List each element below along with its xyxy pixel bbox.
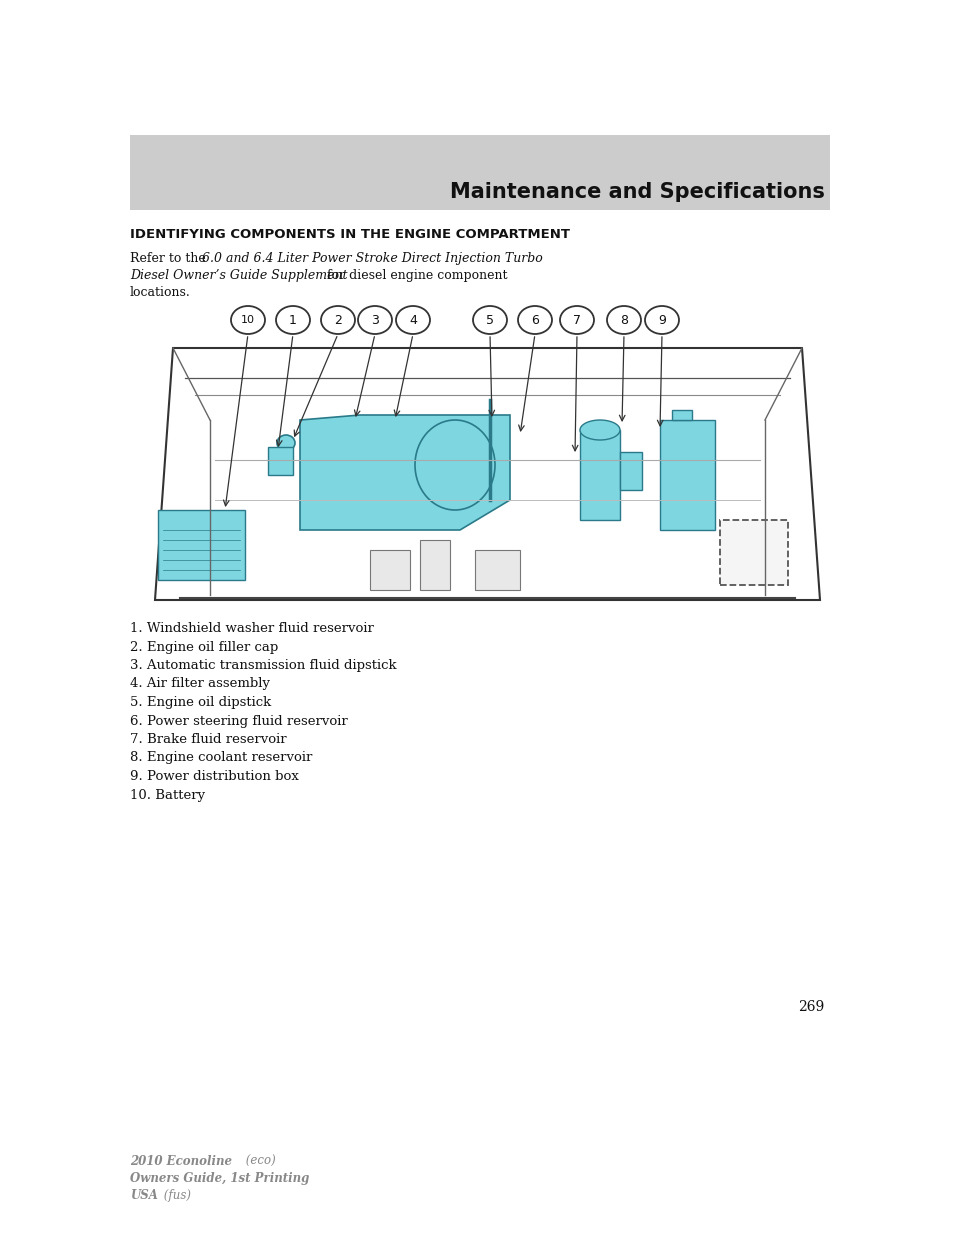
Text: 10. Battery: 10. Battery [130,788,205,802]
FancyBboxPatch shape [370,550,410,590]
Text: locations.: locations. [130,287,191,299]
Text: USA: USA [130,1189,157,1202]
Ellipse shape [559,306,594,333]
FancyBboxPatch shape [158,510,245,580]
FancyBboxPatch shape [419,540,450,590]
Text: 2: 2 [334,314,341,326]
Text: 7: 7 [573,314,580,326]
Ellipse shape [320,306,355,333]
FancyBboxPatch shape [659,420,714,530]
FancyBboxPatch shape [671,410,691,420]
Ellipse shape [517,306,552,333]
FancyBboxPatch shape [619,452,641,490]
Text: Refer to the: Refer to the [130,252,210,266]
Text: 3: 3 [371,314,378,326]
Text: 5. Engine oil dipstick: 5. Engine oil dipstick [130,697,271,709]
Text: 6.0 and 6.4 Liter Power Stroke Direct Injection Turbo: 6.0 and 6.4 Liter Power Stroke Direct In… [202,252,542,266]
Ellipse shape [644,306,679,333]
Ellipse shape [357,306,392,333]
Text: 2. Engine oil filler cap: 2. Engine oil filler cap [130,641,278,653]
Text: 5: 5 [485,314,494,326]
Text: Owners Guide, 1st Printing: Owners Guide, 1st Printing [130,1172,309,1186]
Ellipse shape [473,306,506,333]
Polygon shape [299,415,510,530]
FancyBboxPatch shape [579,430,619,520]
Text: Diesel Owner’s Guide Supplement: Diesel Owner’s Guide Supplement [130,269,347,282]
Text: 6. Power steering fluid reservoir: 6. Power steering fluid reservoir [130,715,348,727]
Ellipse shape [579,420,619,440]
FancyBboxPatch shape [268,447,293,475]
Text: 7. Brake fluid reservoir: 7. Brake fluid reservoir [130,734,286,746]
FancyBboxPatch shape [475,550,519,590]
Text: 6: 6 [531,314,538,326]
Ellipse shape [395,306,430,333]
FancyBboxPatch shape [720,520,787,585]
Ellipse shape [606,306,640,333]
Text: Maintenance and Specifications: Maintenance and Specifications [450,182,824,203]
Text: 2010 Econoline: 2010 Econoline [130,1155,232,1168]
Ellipse shape [275,306,310,333]
Text: (fus): (fus) [160,1189,191,1202]
Text: (eco): (eco) [242,1155,275,1168]
Ellipse shape [415,420,495,510]
Text: 269: 269 [797,1000,823,1014]
Text: 1. Windshield washer fluid reservoir: 1. Windshield washer fluid reservoir [130,622,374,635]
Text: IDENTIFYING COMPONENTS IN THE ENGINE COMPARTMENT: IDENTIFYING COMPONENTS IN THE ENGINE COM… [130,228,569,241]
Text: 4. Air filter assembly: 4. Air filter assembly [130,678,270,690]
Text: 9. Power distribution box: 9. Power distribution box [130,769,298,783]
Text: 4: 4 [409,314,416,326]
Text: 8: 8 [619,314,627,326]
Polygon shape [154,348,820,600]
Ellipse shape [231,306,265,333]
Text: 1: 1 [289,314,296,326]
Text: for diesel engine component: for diesel engine component [323,269,507,282]
FancyBboxPatch shape [130,135,829,210]
Text: 3. Automatic transmission fluid dipstick: 3. Automatic transmission fluid dipstick [130,659,396,672]
Text: 10: 10 [241,315,254,325]
Text: 8. Engine coolant reservoir: 8. Engine coolant reservoir [130,752,312,764]
Ellipse shape [276,435,294,451]
Text: 9: 9 [658,314,665,326]
